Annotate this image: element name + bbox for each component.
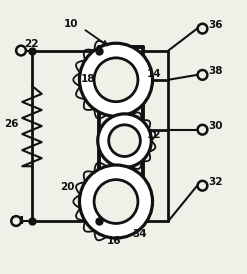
Circle shape xyxy=(94,180,138,224)
Text: 30: 30 xyxy=(208,121,223,131)
Circle shape xyxy=(98,114,151,167)
Text: 28: 28 xyxy=(115,136,129,146)
Circle shape xyxy=(198,181,207,191)
Text: 26: 26 xyxy=(4,119,19,129)
Text: 32: 32 xyxy=(208,177,223,187)
Text: 22: 22 xyxy=(24,39,39,49)
Circle shape xyxy=(198,125,207,135)
Circle shape xyxy=(109,125,140,156)
Circle shape xyxy=(16,46,26,55)
Circle shape xyxy=(94,58,138,102)
Text: 10: 10 xyxy=(64,19,78,29)
Text: 24: 24 xyxy=(10,216,25,226)
Circle shape xyxy=(198,70,207,80)
Text: 20: 20 xyxy=(60,182,75,192)
Circle shape xyxy=(198,24,207,33)
Text: 18: 18 xyxy=(81,73,95,84)
Text: 34: 34 xyxy=(132,229,146,239)
Circle shape xyxy=(80,43,153,116)
Text: 36: 36 xyxy=(208,20,223,30)
Text: 12: 12 xyxy=(146,130,161,139)
Text: 14: 14 xyxy=(146,69,161,79)
Circle shape xyxy=(11,216,21,226)
Text: 38: 38 xyxy=(208,66,223,76)
Circle shape xyxy=(80,165,153,238)
Text: 16: 16 xyxy=(106,236,121,246)
